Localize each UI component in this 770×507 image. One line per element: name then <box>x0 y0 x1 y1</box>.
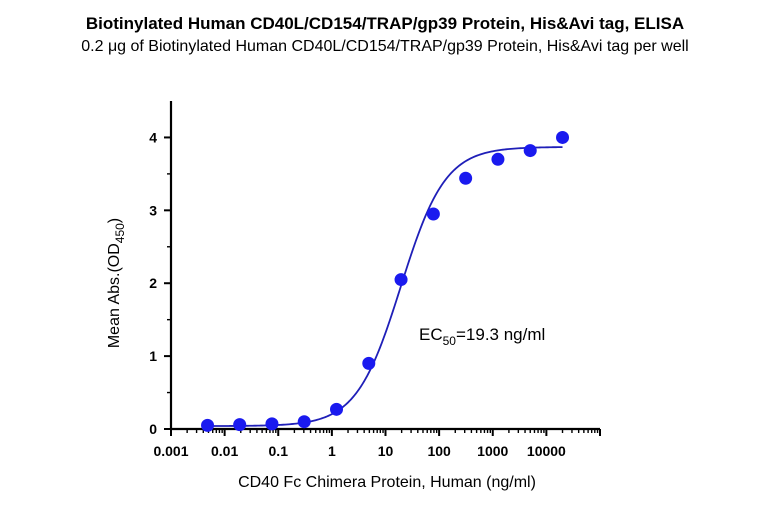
data-point <box>491 152 505 166</box>
data-point <box>556 130 570 144</box>
x-tick-label: 100 <box>427 443 451 459</box>
data-point <box>265 417 279 431</box>
data-point <box>426 207 440 221</box>
x-tick-label: 10 <box>378 443 394 459</box>
x-tick-label: 0.001 <box>153 443 188 459</box>
y-axis-label: Mean Abs.(OD450) <box>106 218 127 348</box>
data-point <box>297 415 311 429</box>
data-point <box>330 402 344 416</box>
y-ticks: 0 1 2 3 4 <box>149 129 171 437</box>
x-tick-label: 1000 <box>477 443 508 459</box>
chart-subtitle: 0.2 μg of Biotinylated Human CD40L/CD154… <box>81 38 689 55</box>
y-tick-label: 1 <box>149 348 157 364</box>
y-tick-label: 3 <box>149 202 157 218</box>
data-point <box>459 171 473 185</box>
x-tick-label: 10000 <box>527 443 566 459</box>
data-point <box>362 356 376 370</box>
ec50-annotation: EC50=19.3 ng/ml <box>419 325 545 348</box>
data-point <box>201 418 215 432</box>
y-tick-label: 4 <box>149 129 157 145</box>
data-point <box>233 418 247 432</box>
fit-curve <box>207 146 563 427</box>
data-points <box>201 130 570 432</box>
data-point <box>394 273 408 287</box>
y-tick-label: 0 <box>149 421 157 437</box>
x-tick-label: 1 <box>328 443 336 459</box>
x-tick-label: 0.1 <box>269 443 289 459</box>
data-point <box>523 144 537 158</box>
x-axis-label: CD40 Fc Chimera Protein, Human (ng/ml) <box>238 474 536 491</box>
y-tick-label: 2 <box>149 275 157 291</box>
chart-title: Biotinylated Human CD40L/CD154/TRAP/gp39… <box>85 14 685 33</box>
x-tick-label: 0.01 <box>211 443 238 459</box>
x-ticks: 0.001 0.01 0.1 1 10 100 1000 10000 <box>153 429 601 459</box>
